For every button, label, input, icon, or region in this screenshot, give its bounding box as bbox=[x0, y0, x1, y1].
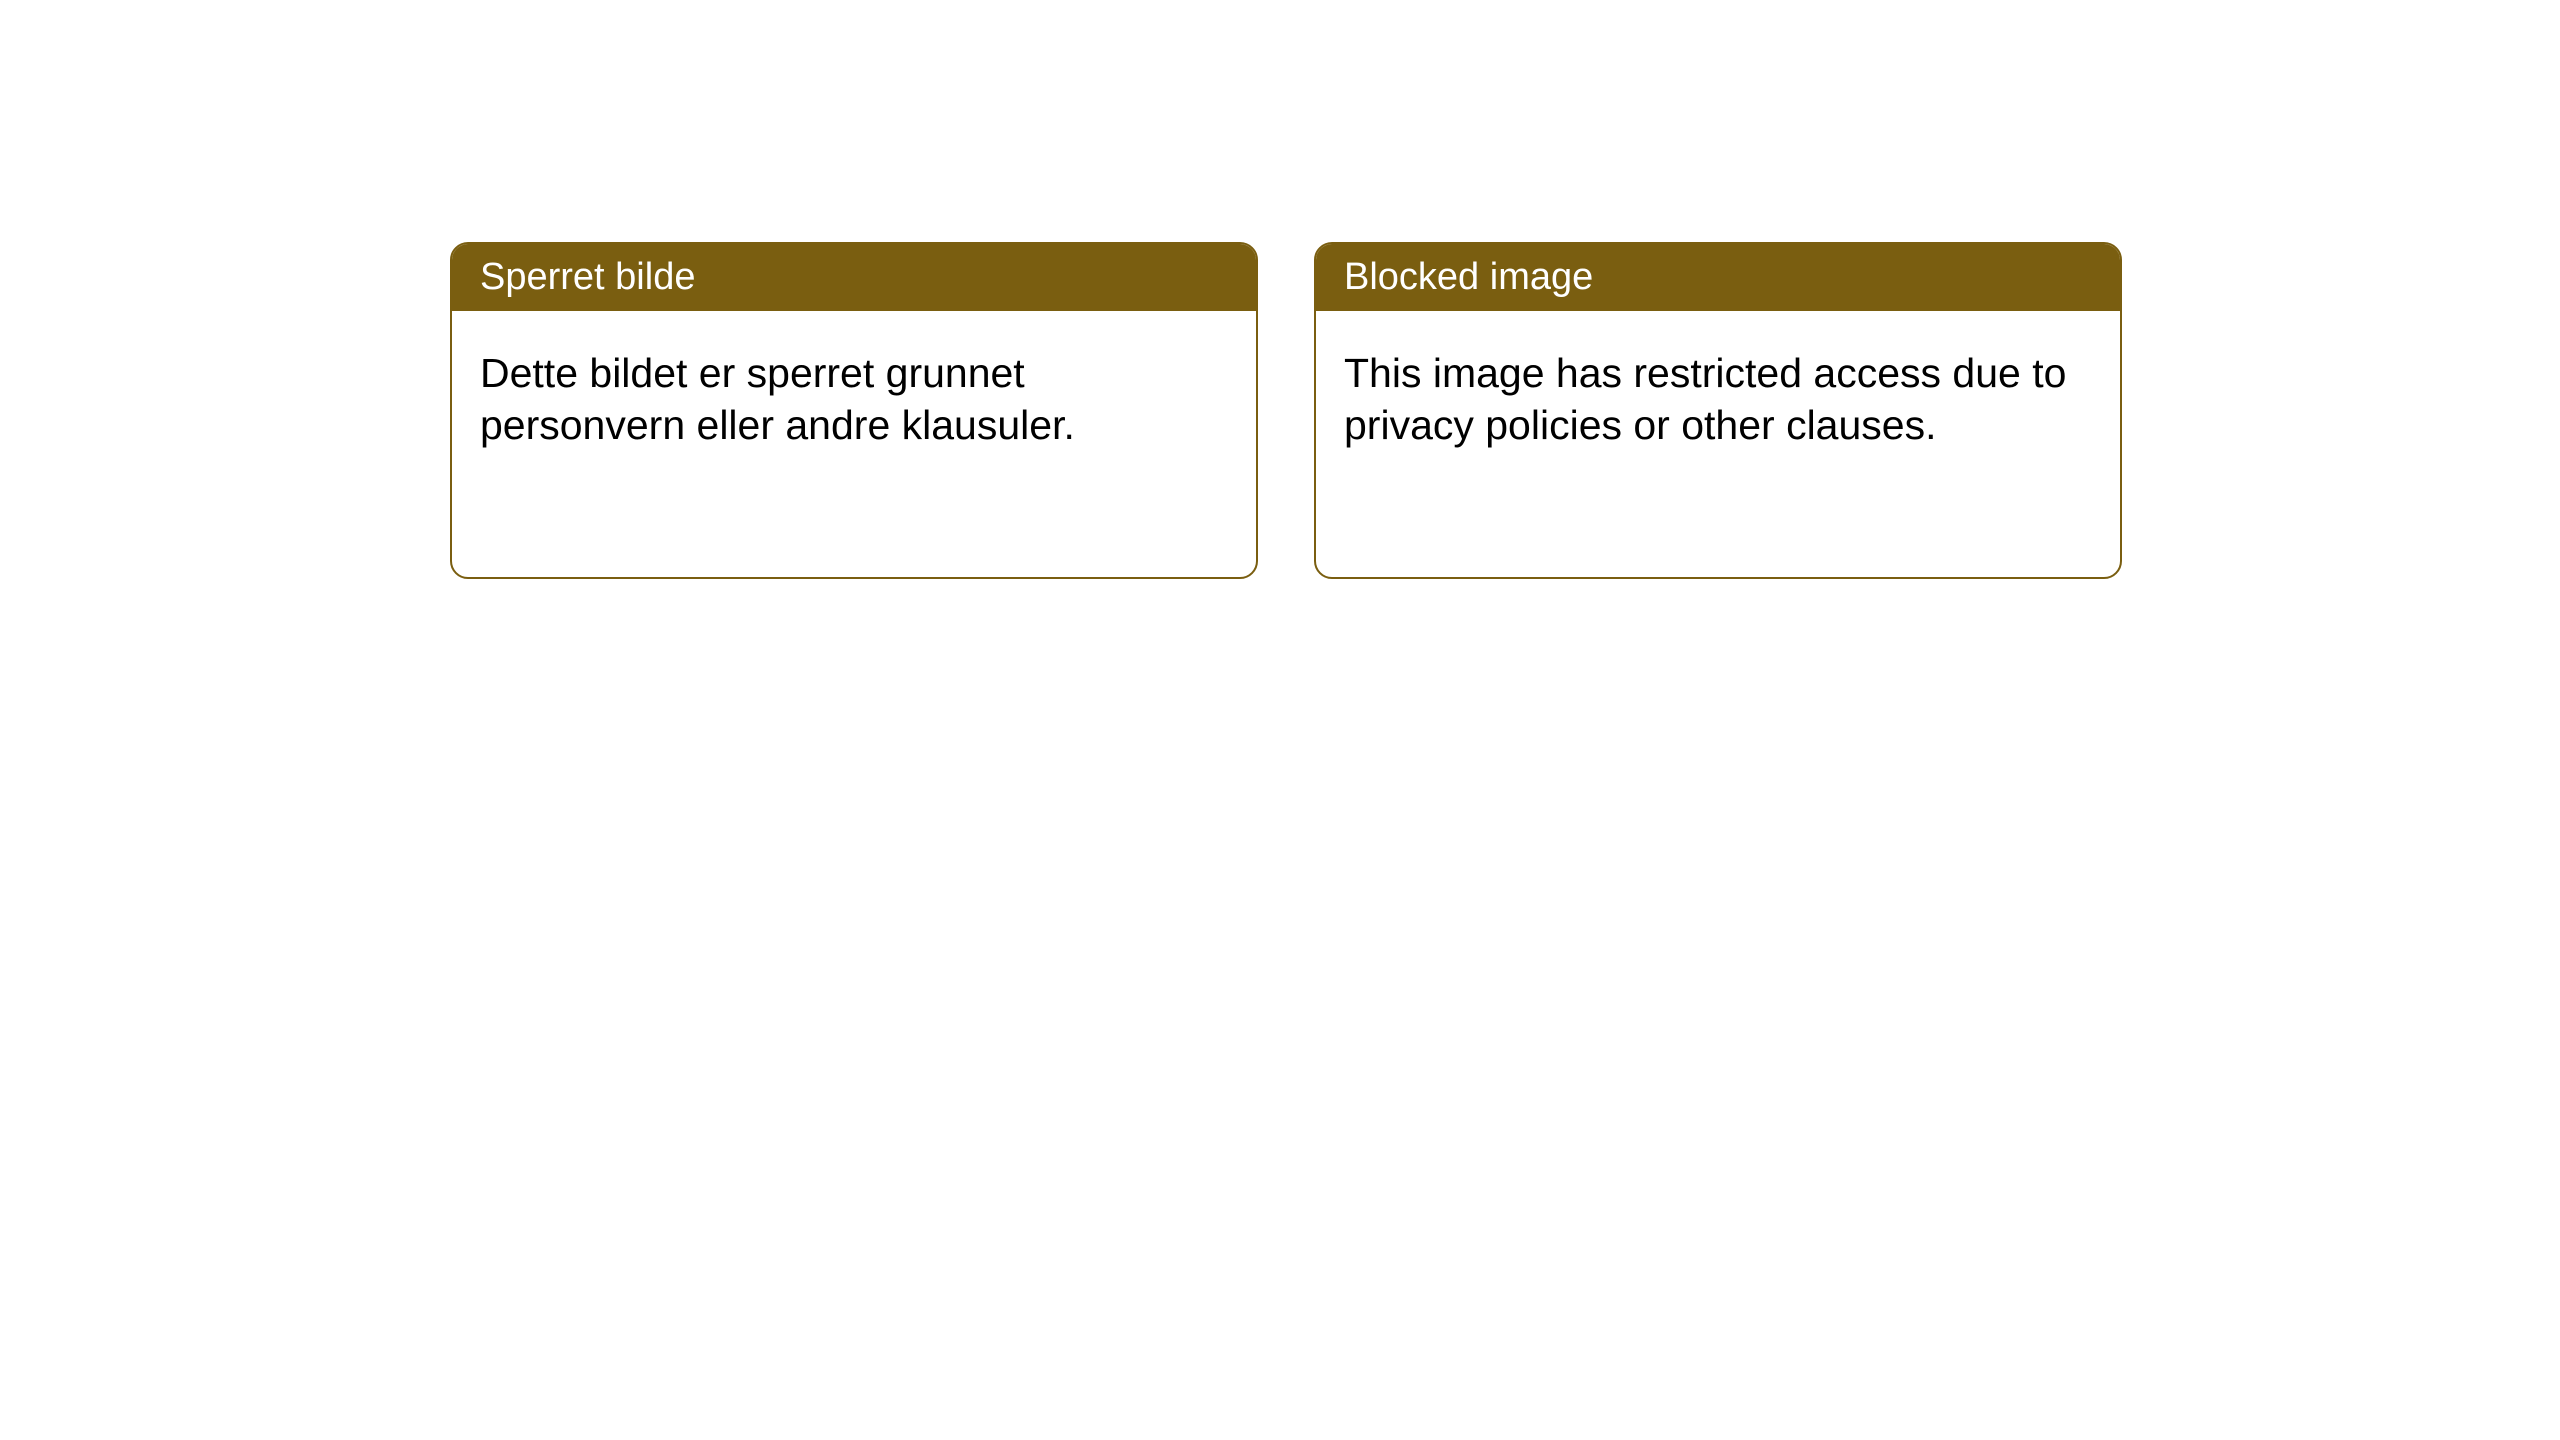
card-body-text: Dette bildet er sperret grunnet personve… bbox=[480, 350, 1075, 448]
card-title: Blocked image bbox=[1344, 256, 1593, 298]
cards-container: Sperret bilde Dette bildet er sperret gr… bbox=[0, 0, 2560, 579]
card-body-text: This image has restricted access due to … bbox=[1344, 350, 2066, 448]
card-title: Sperret bilde bbox=[480, 256, 695, 298]
card-body: Dette bildet er sperret grunnet personve… bbox=[452, 311, 1256, 488]
card-english: Blocked image This image has restricted … bbox=[1314, 242, 2122, 579]
card-header: Blocked image bbox=[1316, 244, 2120, 311]
card-norwegian: Sperret bilde Dette bildet er sperret gr… bbox=[450, 242, 1258, 579]
card-header: Sperret bilde bbox=[452, 244, 1256, 311]
card-body: This image has restricted access due to … bbox=[1316, 311, 2120, 488]
